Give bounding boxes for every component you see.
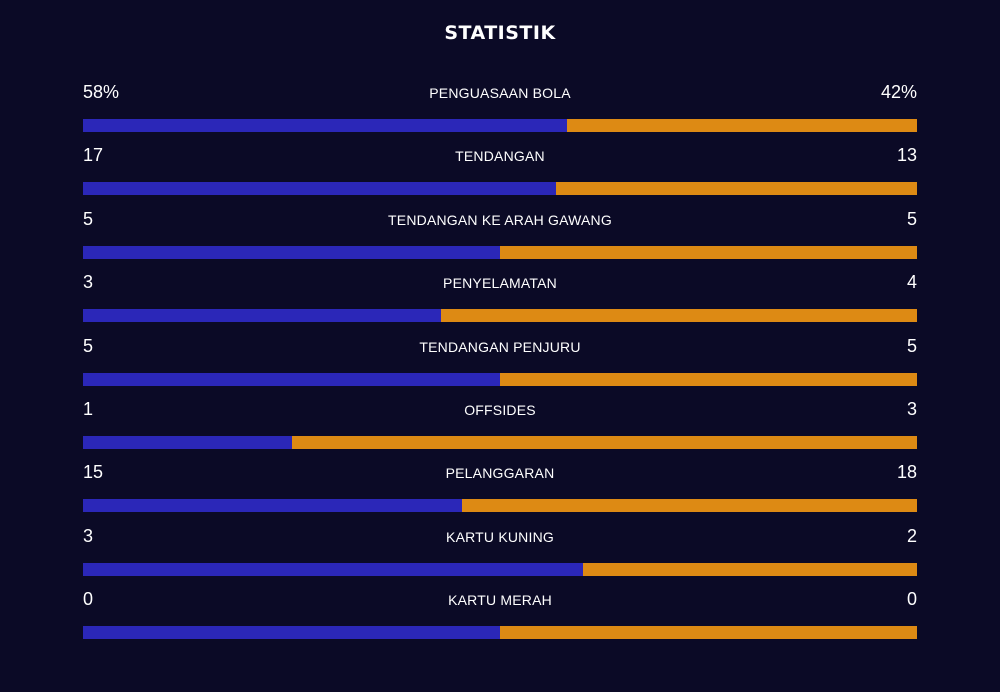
- stat-name: PELANGGARAN: [445, 465, 555, 482]
- home-value: 0: [83, 589, 94, 610]
- away-value: 5: [906, 335, 917, 356]
- away-bar-segment: [291, 435, 917, 449]
- stat-row: 3 PENYELAMATAN 4: [83, 270, 917, 333]
- stat-row: 0 KARTU MERAH 0: [83, 587, 917, 650]
- stat-row: 58% PENGUASAAN BOLA 42%: [83, 80, 917, 143]
- away-bar-segment: [440, 309, 917, 323]
- stat-labels: 3 PENYELAMATAN 4: [83, 270, 917, 298]
- away-value: 13: [896, 145, 917, 166]
- stat-name: KARTU MERAH: [448, 592, 552, 609]
- stats-list: 58% PENGUASAAN BOLA 42% 17 TENDANGAN 13 5 TENDA…: [83, 80, 917, 651]
- home-bar-segment: [83, 119, 567, 132]
- stat-name: KARTU KUNING: [446, 528, 554, 545]
- home-bar-segment: [83, 562, 584, 576]
- page-title: STATISTIK: [444, 22, 556, 44]
- home-bar-segment: [83, 309, 441, 323]
- home-value: 1: [83, 398, 94, 419]
- stat-name: TENDANGAN: [455, 148, 545, 165]
- away-value: 18: [896, 462, 917, 483]
- away-value: 5: [906, 208, 917, 229]
- home-value: 5: [83, 208, 94, 229]
- comparison-bar: [83, 245, 917, 259]
- home-bar-segment: [83, 626, 500, 640]
- home-value: 17: [83, 145, 104, 166]
- stat-row: 3 KARTU KUNING 2: [83, 524, 917, 587]
- home-bar-segment: [83, 499, 463, 513]
- home-value: 15: [83, 462, 104, 483]
- home-value: 5: [83, 335, 94, 356]
- away-value: 42%: [880, 82, 917, 102]
- away-value: 2: [906, 525, 917, 546]
- comparison-bar: [83, 309, 917, 323]
- stat-name: TENDANGAN PENJURU: [419, 338, 581, 355]
- comparison-bar: [83, 499, 917, 513]
- away-bar-segment: [500, 626, 917, 640]
- stat-name: PENYELAMATAN: [443, 275, 557, 292]
- stat-labels: 0 KARTU MERAH 0: [83, 587, 917, 615]
- comparison-bar: [83, 435, 917, 449]
- away-bar-segment: [462, 499, 917, 513]
- away-value: 0: [906, 589, 917, 610]
- away-value: 4: [906, 272, 917, 293]
- away-value: 3: [906, 398, 917, 419]
- away-bar-segment: [566, 119, 917, 132]
- stat-labels: 3 KARTU KUNING 2: [83, 524, 917, 552]
- away-bar-segment: [500, 245, 917, 259]
- home-bar-segment: [83, 435, 292, 449]
- home-value: 3: [83, 272, 94, 293]
- away-bar-segment: [500, 372, 917, 386]
- stat-row: 15 PELANGGARAN 18: [83, 460, 917, 523]
- away-bar-segment: [555, 182, 917, 196]
- home-value: 58%: [83, 82, 120, 102]
- stat-name: TENDANGAN KE ARAH GAWANG: [388, 211, 612, 228]
- comparison-bar: [83, 372, 917, 386]
- home-value: 3: [83, 525, 94, 546]
- comparison-bar: [83, 119, 917, 132]
- stat-labels: 5 TENDANGAN PENJURU 5: [83, 334, 917, 362]
- stat-labels: 58% PENGUASAAN BOLA 42%: [83, 80, 917, 108]
- home-bar-segment: [83, 372, 500, 386]
- stat-labels: 15 PELANGGARAN 18: [83, 460, 917, 488]
- comparison-bar: [83, 182, 917, 196]
- comparison-bar: [83, 626, 917, 640]
- stat-row: 1 OFFSIDES 3: [83, 397, 917, 460]
- stat-labels: 1 OFFSIDES 3: [83, 397, 917, 425]
- stat-name: PENGUASAAN BOLA: [429, 85, 571, 101]
- stat-labels: 5 TENDANGAN KE ARAH GAWANG 5: [83, 207, 917, 235]
- stat-labels: 17 TENDANGAN 13: [83, 143, 917, 171]
- stat-row: 5 TENDANGAN KE ARAH GAWANG 5: [83, 207, 917, 270]
- home-bar-segment: [83, 182, 556, 196]
- stat-row: 17 TENDANGAN 13: [83, 143, 917, 206]
- stat-name: OFFSIDES: [464, 401, 536, 418]
- home-bar-segment: [83, 245, 500, 259]
- away-bar-segment: [583, 562, 917, 576]
- comparison-bar: [83, 562, 917, 576]
- stat-row: 5 TENDANGAN PENJURU 5: [83, 334, 917, 397]
